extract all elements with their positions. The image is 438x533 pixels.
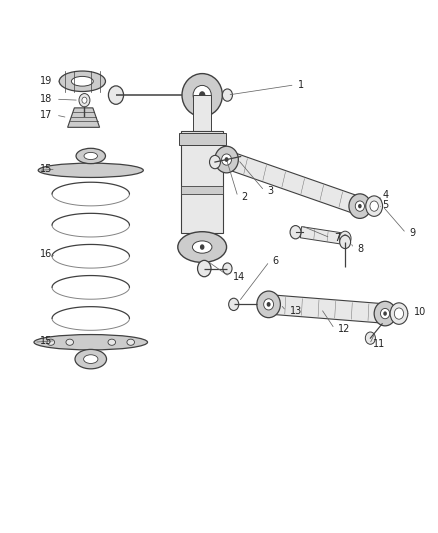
Ellipse shape: [215, 146, 238, 173]
Ellipse shape: [222, 154, 232, 165]
Circle shape: [209, 156, 220, 169]
Bar: [181, 131, 223, 233]
Ellipse shape: [38, 163, 143, 177]
Circle shape: [200, 244, 205, 250]
Bar: [179, 133, 226, 145]
Text: 11: 11: [373, 340, 385, 349]
Text: 10: 10: [413, 306, 426, 317]
Circle shape: [394, 308, 403, 319]
Ellipse shape: [374, 301, 396, 326]
Text: 15: 15: [40, 164, 53, 174]
Text: 17: 17: [40, 110, 53, 120]
Text: 5: 5: [382, 199, 389, 209]
Circle shape: [199, 91, 205, 99]
Ellipse shape: [71, 76, 93, 86]
Ellipse shape: [108, 339, 116, 345]
Text: 2: 2: [241, 192, 247, 202]
Ellipse shape: [257, 291, 280, 318]
Text: 19: 19: [40, 76, 53, 86]
Polygon shape: [300, 227, 342, 244]
Ellipse shape: [59, 71, 106, 92]
Circle shape: [290, 225, 301, 239]
Circle shape: [390, 303, 408, 324]
Text: 18: 18: [40, 94, 53, 104]
Bar: [193, 95, 212, 232]
Circle shape: [79, 94, 90, 107]
Circle shape: [342, 235, 348, 242]
Text: 6: 6: [273, 256, 279, 266]
Text: 14: 14: [233, 272, 245, 282]
Circle shape: [358, 204, 362, 208]
Text: 8: 8: [357, 244, 363, 254]
Bar: [181, 186, 223, 195]
Circle shape: [340, 235, 350, 248]
Ellipse shape: [34, 335, 148, 350]
Ellipse shape: [127, 339, 134, 345]
Circle shape: [223, 263, 232, 274]
Text: 15: 15: [40, 336, 53, 346]
Circle shape: [82, 97, 87, 103]
Text: 12: 12: [338, 324, 350, 334]
Circle shape: [198, 260, 211, 277]
Circle shape: [225, 157, 229, 162]
Ellipse shape: [66, 339, 74, 345]
Circle shape: [365, 332, 375, 344]
Circle shape: [383, 311, 387, 316]
Circle shape: [370, 201, 378, 211]
Polygon shape: [225, 151, 362, 215]
Circle shape: [366, 196, 382, 216]
Ellipse shape: [193, 85, 211, 105]
Polygon shape: [67, 108, 99, 127]
Ellipse shape: [381, 309, 390, 319]
Text: 1: 1: [298, 80, 304, 90]
Ellipse shape: [84, 355, 98, 364]
Ellipse shape: [47, 339, 55, 345]
Text: 7: 7: [334, 233, 340, 243]
Text: 13: 13: [290, 306, 302, 316]
Polygon shape: [268, 295, 385, 324]
Ellipse shape: [84, 152, 98, 159]
Ellipse shape: [264, 299, 274, 310]
Text: 16: 16: [40, 249, 53, 259]
Text: 4: 4: [382, 190, 388, 200]
Circle shape: [339, 231, 351, 246]
Ellipse shape: [192, 241, 212, 253]
Ellipse shape: [349, 194, 371, 219]
Circle shape: [267, 302, 271, 307]
Circle shape: [223, 89, 233, 101]
Ellipse shape: [355, 201, 364, 211]
Circle shape: [229, 298, 239, 311]
Text: 9: 9: [410, 228, 416, 238]
Ellipse shape: [178, 232, 226, 262]
Ellipse shape: [76, 148, 106, 164]
Circle shape: [109, 86, 124, 104]
Ellipse shape: [75, 350, 106, 369]
Text: 3: 3: [268, 186, 274, 196]
Ellipse shape: [182, 74, 223, 117]
